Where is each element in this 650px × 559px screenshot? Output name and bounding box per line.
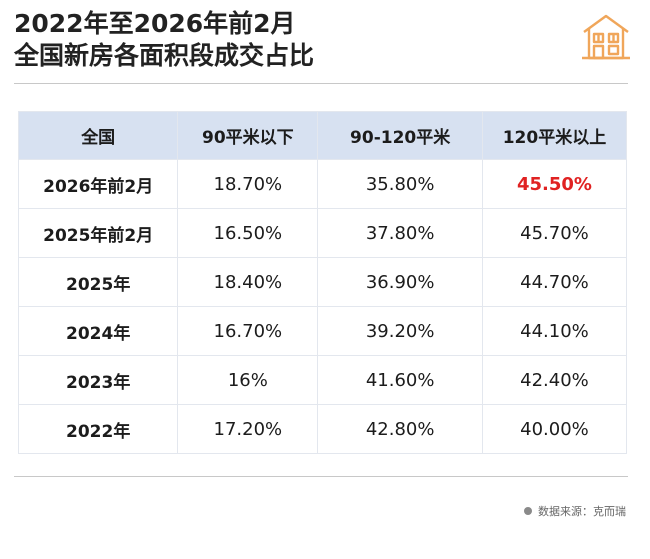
title-line-2: 全国新房各面积段成交占比 — [14, 41, 315, 70]
cell-90-120: 42.80% — [317, 404, 483, 454]
cell-under-90: 18.40% — [177, 257, 319, 307]
table-row: 2026年前2月 18.70% 35.80% 45.50% — [17, 159, 628, 209]
header-over-120: 120平米以上 — [481, 111, 628, 160]
table-row: 2023年 16% 41.60% 42.40% — [17, 355, 628, 405]
cell-over-120-highlight: 45.50% — [481, 159, 628, 209]
row-label: 2025年前2月 — [17, 208, 179, 258]
table-row: 2025年 18.40% 36.90% 44.70% — [17, 257, 628, 307]
divider-top — [14, 83, 628, 84]
cell-over-120: 44.10% — [481, 306, 628, 356]
cell-over-120: 45.70% — [481, 208, 628, 258]
header-under-90: 90平米以下 — [177, 111, 319, 160]
cell-90-120: 41.60% — [317, 355, 483, 405]
header-region: 全国 — [17, 111, 179, 160]
divider-bottom — [14, 476, 628, 477]
cell-90-120: 36.90% — [317, 257, 483, 307]
table-row: 2022年 17.20% 42.80% 40.00% — [17, 404, 628, 454]
cell-under-90: 16% — [177, 355, 319, 405]
cell-under-90: 16.50% — [177, 208, 319, 258]
cell-under-90: 18.70% — [177, 159, 319, 209]
row-label: 2024年 — [17, 306, 179, 356]
data-table: 全国 90平米以下 90-120平米 120平米以上 2026年前2月 18.7… — [17, 111, 628, 454]
header-90-120: 90-120平米 — [317, 111, 483, 160]
source-text: 数据来源：克而瑞 — [538, 505, 626, 518]
table-row: 2024年 16.70% 39.20% 44.10% — [17, 306, 628, 356]
row-label: 2026年前2月 — [17, 159, 179, 209]
page-title: 2022年至2026年前2月 全国新房各面积段成交占比 — [14, 8, 314, 72]
source-note: 数据来源：克而瑞 — [524, 503, 626, 519]
cell-over-120: 44.70% — [481, 257, 628, 307]
cell-90-120: 39.20% — [317, 306, 483, 356]
bullet-icon — [524, 507, 532, 515]
table-row: 2025年前2月 16.50% 37.80% 45.70% — [17, 208, 628, 258]
row-label: 2022年 — [17, 404, 179, 454]
row-label: 2025年 — [17, 257, 179, 307]
table-header-row: 全国 90平米以下 90-120平米 120平米以上 — [17, 111, 628, 160]
cell-90-120: 37.80% — [317, 208, 483, 258]
row-label: 2023年 — [17, 355, 179, 405]
cell-over-120: 42.40% — [481, 355, 628, 405]
cell-under-90: 17.20% — [177, 404, 319, 454]
cell-90-120: 35.80% — [317, 159, 483, 209]
title-line-1: 2022年至2026年前2月 — [14, 9, 296, 38]
cell-under-90: 16.70% — [177, 306, 319, 356]
cell-over-120: 40.00% — [481, 404, 628, 454]
house-icon — [582, 14, 630, 60]
